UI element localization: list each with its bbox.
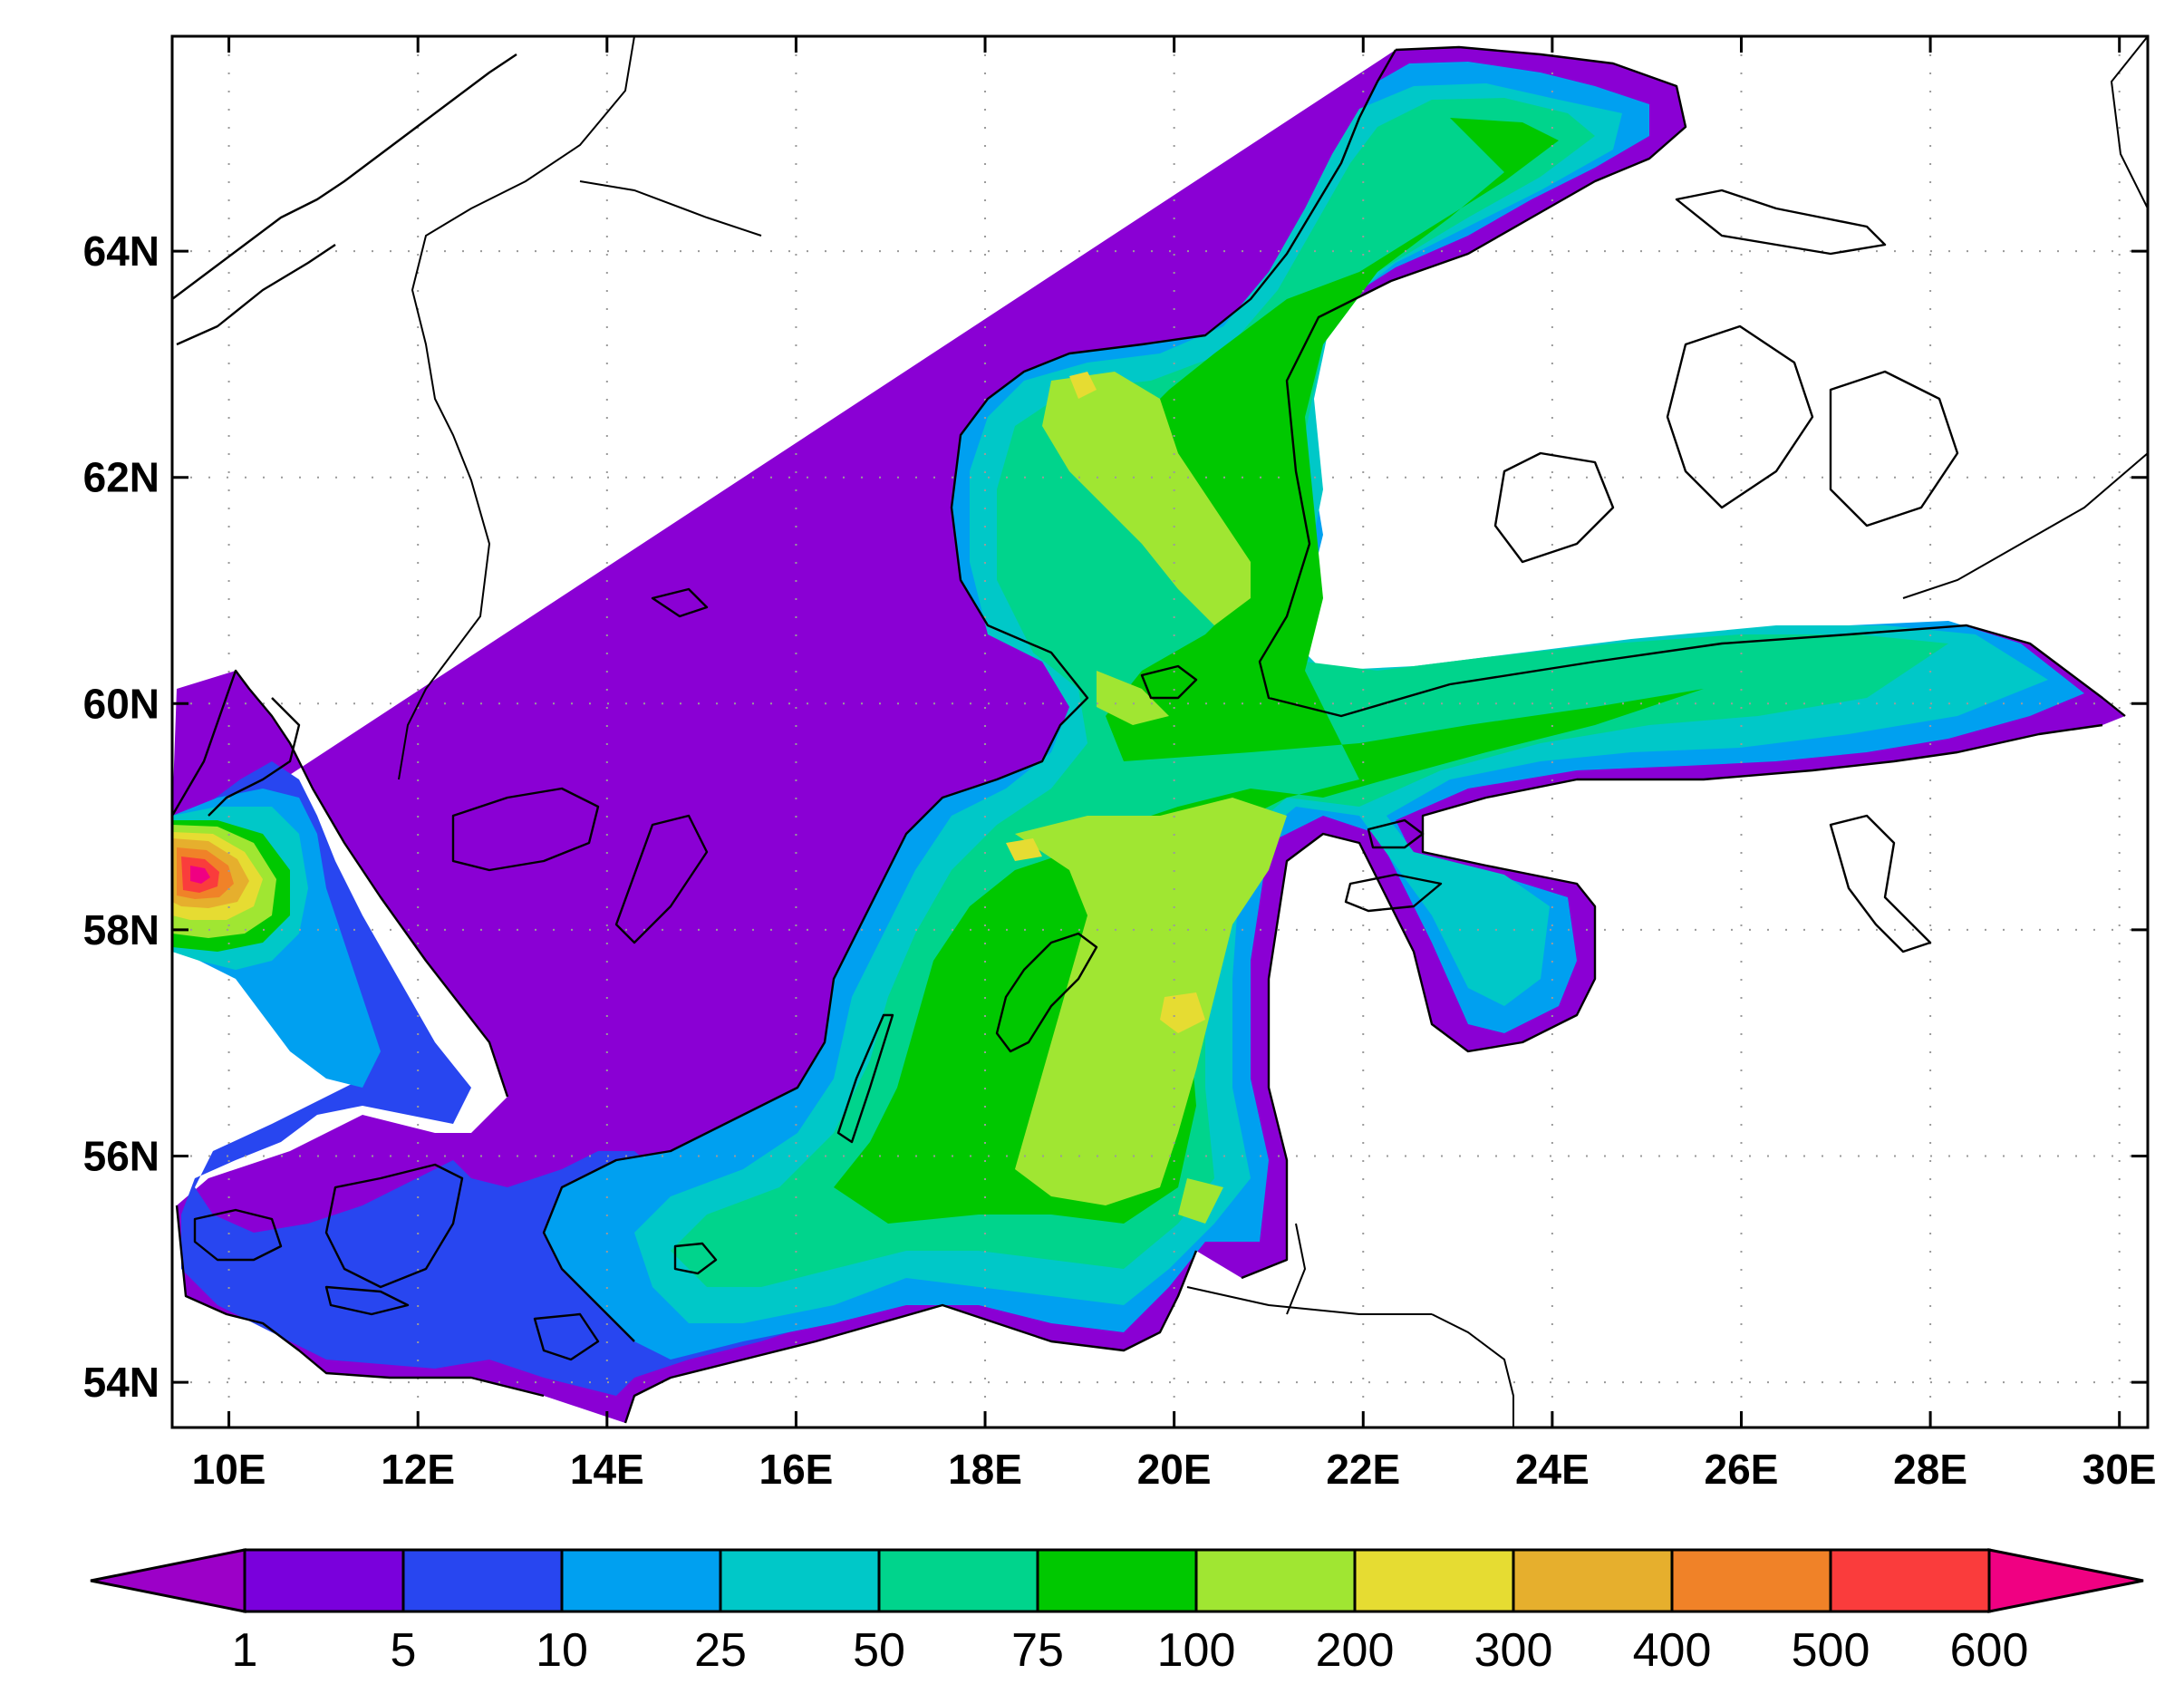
lolland-island [324, 1285, 410, 1316]
sea-field [172, 47, 2125, 1423]
lon-tick-label: 16E [759, 1446, 833, 1493]
colorbar-label: 25 [694, 1624, 747, 1677]
colorbar-extend-high [1987, 1548, 2144, 1613]
colorbar-label: 75 [1011, 1624, 1064, 1677]
land-borders [398, 36, 2148, 1428]
colorbar-label: 100 [1157, 1624, 1236, 1677]
depth-200-field [1015, 372, 1287, 1224]
colorbar-label: 400 [1633, 1624, 1712, 1677]
colorbar: 1 5 10 25 50 75 100 200 300 400 500 600 [90, 1548, 2144, 1677]
colorbar-box [1036, 1548, 1198, 1613]
colorbar-label: 5 [391, 1624, 417, 1677]
lat-axis: 64N 62N 60N 58N 56N 54N [83, 227, 2148, 1406]
colorbar-label: 200 [1316, 1624, 1395, 1677]
lat-tick-label: 58N [83, 906, 159, 953]
lon-tick-label: 12E [381, 1446, 455, 1493]
lon-tick-label: 18E [948, 1446, 1022, 1493]
lon-tick-label: 14E [570, 1446, 644, 1493]
colorbar-box [877, 1548, 1039, 1613]
lon-tick-label: 28E [1893, 1446, 1967, 1493]
lat-tick-label: 60N [83, 680, 159, 727]
colorbar-label: 1 [232, 1624, 258, 1677]
colorbar-box [401, 1548, 564, 1613]
lon-tick-label: 30E [2083, 1446, 2157, 1493]
zealand-island [324, 1163, 464, 1289]
lon-tick-label: 20E [1137, 1446, 1212, 1493]
oland-island [836, 1013, 894, 1144]
lat-tick-label: 54N [83, 1359, 159, 1406]
gotland-island [995, 932, 1098, 1053]
colorbar-extend-low [90, 1548, 246, 1613]
colorbar-box [1512, 1548, 1674, 1613]
colorbar-label: 500 [1792, 1624, 1870, 1677]
colorbar-box [1670, 1548, 1832, 1613]
map-frame [170, 34, 2150, 1429]
lon-tick-label: 22E [1326, 1446, 1400, 1493]
lon-tick-label: 26E [1705, 1446, 1779, 1493]
colorbar-box [1194, 1548, 1357, 1613]
lon-tick-label: 24E [1515, 1446, 1590, 1493]
aland-islands [1140, 664, 1198, 700]
bornholm-island [673, 1242, 718, 1275]
colorbar-label: 300 [1474, 1624, 1553, 1677]
colorbar-box [1353, 1548, 1515, 1613]
colorbar-box [560, 1548, 722, 1613]
colorbar-box [1829, 1548, 1991, 1613]
map-plot-area [172, 36, 2148, 1428]
rugen-island [533, 1312, 600, 1361]
lon-axis: 10E 12E 14E 16E 18E 20E 22E 24E 26E 28E 30E [192, 36, 2157, 1493]
colorbar-box [719, 1548, 881, 1613]
colorbar-label: 50 [853, 1624, 905, 1677]
saaremaa-island [1344, 873, 1443, 913]
lon-tick-label: 10E [192, 1446, 266, 1493]
coastlines [172, 45, 2126, 1424]
lat-tick-label: 64N [83, 227, 159, 275]
colorbar-label: 10 [536, 1624, 588, 1677]
funen-island [193, 1208, 283, 1262]
depth-100-field [834, 118, 1704, 1224]
skagerrak-max-field [190, 866, 210, 884]
colorbar-label: 600 [1950, 1624, 2029, 1677]
lat-tick-label: 56N [83, 1132, 159, 1179]
colorbar-box [243, 1548, 405, 1613]
lat-tick-label: 62N [83, 454, 159, 501]
hiiumaa-island [1367, 818, 1425, 849]
